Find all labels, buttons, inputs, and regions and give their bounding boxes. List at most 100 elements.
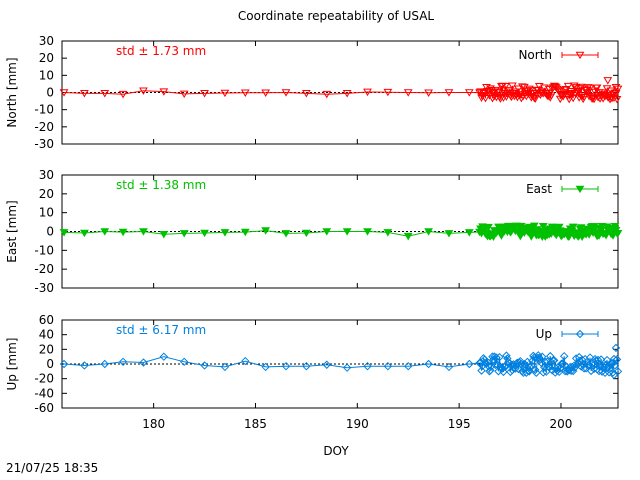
data-point (501, 82, 510, 91)
data-point (220, 89, 230, 98)
y-tick-label: -60 (34, 401, 54, 415)
data-point (492, 353, 501, 362)
y-tick-label: 10 (39, 206, 54, 220)
data-point (383, 229, 393, 237)
data-point (602, 85, 612, 93)
data-point (579, 93, 589, 102)
data-point (118, 357, 128, 367)
data-point (159, 88, 169, 96)
data-point (515, 232, 525, 241)
data-point (516, 356, 525, 366)
data-point (240, 228, 250, 237)
data-point (322, 360, 331, 369)
y-tick-label: -30 (34, 137, 54, 151)
legend-marker (575, 185, 585, 194)
data-point (481, 94, 490, 103)
data-point (302, 90, 311, 98)
data-point (342, 228, 352, 236)
data-point (200, 361, 209, 370)
legend-label: East (526, 182, 552, 196)
data-point (497, 232, 506, 240)
data-point (509, 360, 518, 369)
std-annotation: std ± 6.17 mm (116, 323, 206, 337)
y-tick-label: -20 (34, 120, 54, 134)
data-point (100, 228, 110, 236)
x-tick-label: 200 (550, 417, 573, 431)
data-point (585, 353, 595, 362)
data-point (302, 361, 311, 371)
data-point-outlier (609, 370, 619, 380)
data-point (139, 228, 148, 236)
data-point (527, 92, 537, 101)
data-point (569, 82, 579, 90)
data-point (281, 361, 291, 371)
data-point (559, 351, 569, 361)
data-point (502, 351, 511, 360)
data-point (583, 84, 593, 92)
data-point (261, 362, 270, 372)
data-point (594, 366, 604, 376)
data-point (281, 230, 291, 238)
data-point (483, 357, 492, 367)
y-tick-label: 40 (39, 328, 54, 342)
data-point (529, 94, 539, 103)
data-point (100, 90, 110, 98)
data-point (551, 368, 560, 377)
y-tick-label: 20 (39, 342, 54, 356)
data-point (526, 363, 535, 372)
data-point (536, 355, 545, 364)
y-tick-label: 20 (39, 187, 54, 201)
data-point (610, 361, 620, 370)
data-point (517, 83, 527, 91)
timestamp: 21/07/25 18:35 (6, 461, 99, 475)
data-point (424, 89, 433, 97)
y-tick-label: -20 (34, 372, 54, 386)
data-point (612, 355, 622, 364)
data-point (568, 223, 578, 232)
data-point (200, 229, 209, 238)
std-annotation: std ± 1.73 mm (116, 44, 206, 58)
y-tick-label: -10 (34, 243, 54, 257)
data-point (261, 227, 271, 235)
data-point (577, 355, 587, 364)
data-point (383, 88, 393, 97)
data-point (613, 367, 623, 376)
data-point (424, 228, 433, 236)
y-tick-label: 30 (39, 168, 54, 182)
y-tick-label: -30 (34, 281, 54, 295)
y-axis-label: Up [mm] (5, 338, 19, 391)
data-point (118, 228, 128, 237)
data-point (444, 89, 454, 97)
data-point (527, 360, 536, 370)
x-tick-label: 195 (448, 417, 471, 431)
data-point (139, 358, 148, 367)
y-tick-label: -40 (34, 386, 54, 400)
data-point (546, 92, 556, 100)
data-point-outlier (603, 77, 613, 85)
legend-marker (575, 329, 585, 339)
data-point (603, 362, 613, 372)
data-point (465, 359, 474, 369)
data-point (494, 89, 503, 97)
data-point (179, 90, 189, 99)
y-tick-label: 30 (39, 34, 54, 48)
data-point (118, 90, 128, 99)
data-point (100, 359, 109, 369)
data-point (179, 230, 189, 238)
y-tick-label: 0 (46, 225, 54, 239)
data-point (508, 82, 517, 90)
data-point (554, 223, 564, 232)
data-point (601, 92, 611, 100)
data-point (532, 368, 541, 377)
data-point (363, 361, 372, 371)
data-point (530, 353, 539, 362)
data-point (608, 368, 618, 377)
y-tick-label: 0 (46, 86, 54, 100)
x-tick-label: 185 (244, 417, 267, 431)
data-point (585, 84, 595, 93)
panel-north: 30 20 10 0 -10 -20 -30 North [mm] std ± 1.73 mm N… (5, 34, 623, 151)
data-point (598, 361, 608, 371)
data-point (528, 356, 537, 366)
data-point (600, 368, 610, 378)
